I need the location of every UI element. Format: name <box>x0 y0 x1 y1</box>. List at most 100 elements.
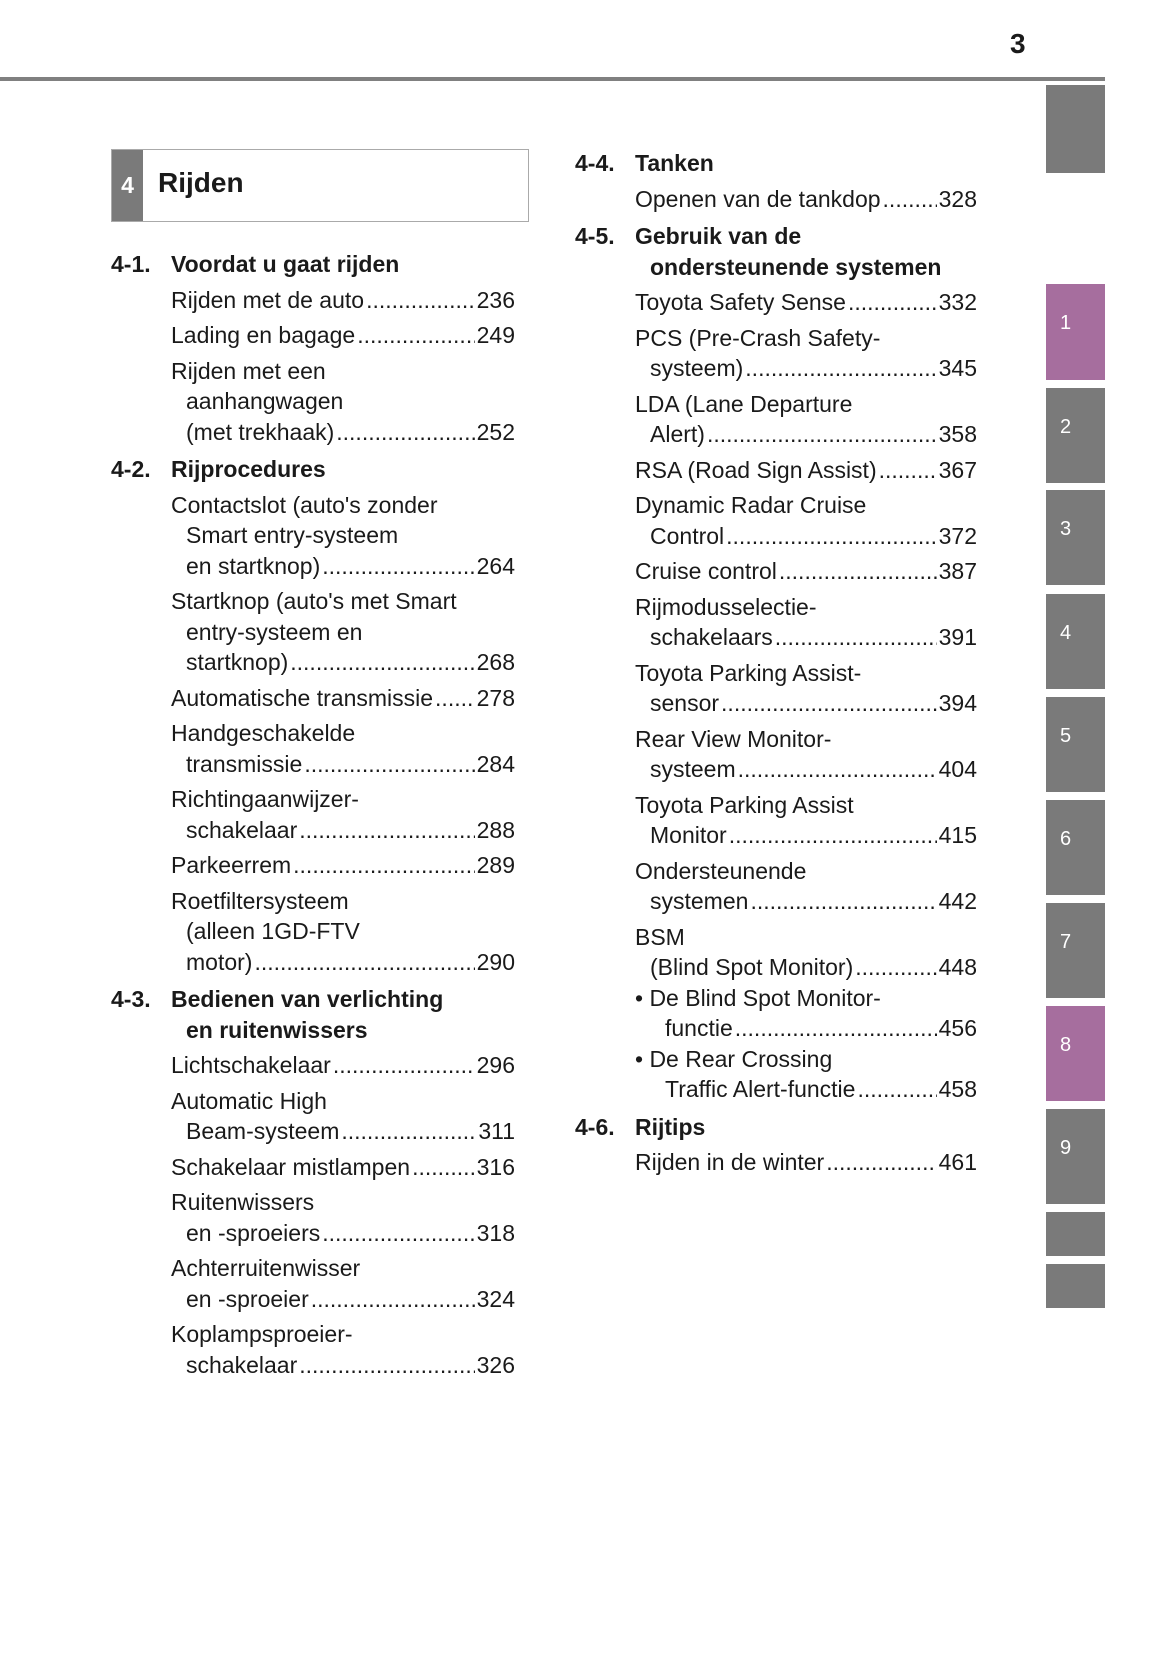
toc-entry[interactable]: Schakelaar mistlampen 316 <box>171 1147 515 1183</box>
section-heading[interactable]: 4-2. Rijprocedures <box>111 454 515 485</box>
toc-entry-text: Rear View Monitor- <box>635 725 832 752</box>
toc-entry[interactable]: Roetfiltersysteem (alleen 1GD-FTV motor) 29… <box>171 881 515 978</box>
toc-entry[interactable]: Rijden met een aanhangwagen (met trekhaak)… <box>171 351 515 448</box>
toc-page-number[interactable]: 318 <box>476 1219 515 1246</box>
section-tab[interactable] <box>1046 1264 1105 1308</box>
toc-page-number[interactable]: 290 <box>476 948 515 975</box>
toc-entry-text: Automatic High <box>171 1087 327 1114</box>
toc-entry-text: Toyota Parking Assist- <box>635 659 862 686</box>
chapter-tab-4[interactable]: 4 <box>1046 594 1105 689</box>
toc-entry-line: Startknop (auto's met Smart <box>171 586 515 617</box>
chapter-tab-7[interactable]: 7 <box>1046 903 1105 998</box>
toc-page-number[interactable]: 358 <box>938 421 977 447</box>
toc-entry[interactable]: LDA (Lane Departure Alert) 358 <box>635 384 977 450</box>
toc-entry[interactable]: Automatische transmissie 278 <box>171 678 515 714</box>
chapter-tab-9[interactable]: 9 <box>1046 1109 1105 1204</box>
toc-page-number[interactable]: 332 <box>938 289 977 315</box>
toc-column-right: 4-4. Tanken Openen van de tankdop 328 4-5. Ge… <box>575 141 977 1178</box>
section-heading[interactable]: 4-6. Rijtips <box>575 1112 977 1143</box>
toc-page-number[interactable]: 442 <box>938 888 977 914</box>
toc-entry[interactable]: Lichtschakelaar 296 <box>171 1045 515 1081</box>
toc-page-number[interactable]: 326 <box>476 1351 515 1378</box>
toc-entry[interactable]: Lading en bagage 249 <box>171 315 515 351</box>
toc-entry-line: schakelaar 288 <box>171 815 515 846</box>
toc-entry[interactable]: Dynamic Radar Cruise Control 372 <box>635 485 977 551</box>
toc-entry[interactable]: Toyota Parking Assist Monitor 415 <box>635 785 977 851</box>
section-tab[interactable] <box>1046 85 1105 173</box>
toc-entry[interactable]: Richtingaanwijzer-schakelaar 288 <box>171 779 515 845</box>
toc-page-number[interactable]: 458 <box>938 1076 977 1102</box>
toc-entry[interactable]: Handgeschakelde transmissie 284 <box>171 713 515 779</box>
toc-page-number[interactable]: 296 <box>476 1052 515 1078</box>
toc-entry[interactable]: Cruise control 387 <box>635 551 977 587</box>
toc-entry[interactable]: Rijden in de winter 461 <box>635 1142 977 1178</box>
toc-entry[interactable]: • De Blind Spot Monitor-functie 456 <box>635 983 977 1044</box>
toc-page-number[interactable]: 324 <box>476 1285 515 1312</box>
toc-entry[interactable]: Achterruitenwisser en -sproeier 324 <box>171 1248 515 1314</box>
toc-page-number[interactable]: 278 <box>476 684 515 711</box>
chapter-tab-6[interactable]: 6 <box>1046 800 1105 895</box>
toc-entry[interactable]: Startknop (auto's met Smart entry-systeem… <box>171 581 515 678</box>
toc-entry[interactable]: Parkeerrem 289 <box>171 845 515 881</box>
toc-entry[interactable]: RSA (Road Sign Assist) 367 <box>635 450 977 486</box>
section-heading[interactable]: 4-3. Bedienen van verlichting en ruitenwis… <box>111 984 515 1045</box>
toc-page-number[interactable]: 311 <box>478 1118 515 1144</box>
dot-leader <box>721 688 937 719</box>
toc-entry[interactable]: Koplampsproeier-schakelaar 326 <box>171 1314 515 1380</box>
toc-entry[interactable]: Openen van de tankdop 328 <box>635 179 977 215</box>
toc-entry-text: Startknop (auto's met Smart <box>171 588 457 614</box>
toc-page-number[interactable]: 236 <box>476 286 515 313</box>
toc-page-number[interactable]: 345 <box>938 355 977 381</box>
toc-page-number[interactable]: 461 <box>938 1149 977 1175</box>
dot-leader <box>735 1013 937 1044</box>
toc-entry[interactable]: Ruitenwissers en -sproeiers 318 <box>171 1182 515 1248</box>
toc-entry[interactable]: Toyota Parking Assist-sensor 394 <box>635 653 977 719</box>
section-heading[interactable]: 4-4. Tanken <box>575 148 977 179</box>
toc-page-number[interactable]: 372 <box>938 522 977 549</box>
chapter-tab-2[interactable]: 2 <box>1046 388 1105 483</box>
toc-entry[interactable]: Ondersteunende systemen 442 <box>635 851 977 917</box>
toc-page-number[interactable]: 456 <box>938 1015 977 1041</box>
toc-page-number[interactable]: 367 <box>938 456 977 483</box>
toc-page-number[interactable]: 264 <box>476 552 515 579</box>
toc-entry[interactable]: • De Rear Crossing Traffic Alert-functie 4… <box>635 1044 977 1105</box>
section-title-line: Voordat u gaat rijden <box>171 251 400 277</box>
toc-page-number[interactable]: 328 <box>938 185 977 212</box>
toc-entry[interactable]: Toyota Safety Sense 332 <box>635 282 977 318</box>
toc-entry-text: startknop) <box>186 649 289 675</box>
toc-entry-text: Traffic Alert-functie <box>665 1076 856 1102</box>
toc-entry[interactable]: Contactslot (auto's zonder Smart entry-sy… <box>171 485 515 582</box>
section-heading[interactable]: 4-5. Gebruik van de ondersteunende systeme… <box>575 221 977 282</box>
toc-page-number[interactable]: 391 <box>938 624 977 650</box>
toc-page-number[interactable]: 252 <box>476 418 515 445</box>
toc-entry-text: Schakelaar mistlampen <box>171 1153 411 1180</box>
section-heading[interactable]: 4-1. Voordat u gaat rijden <box>111 249 515 280</box>
toc-entry[interactable]: BSM (Blind Spot Monitor) 448 <box>635 917 977 983</box>
toc-page-number[interactable]: 289 <box>476 852 515 878</box>
toc-page-number[interactable]: 415 <box>938 822 977 848</box>
chapter-tab-3[interactable]: 3 <box>1046 490 1105 585</box>
section-number: 4-4. <box>575 150 615 176</box>
toc-page-number[interactable]: 394 <box>938 690 977 716</box>
toc-page-number[interactable]: 288 <box>476 816 515 843</box>
toc-page-number[interactable]: 316 <box>476 1153 515 1180</box>
dot-leader <box>311 1284 475 1315</box>
toc-entry[interactable]: PCS (Pre-Crash Safety-systeem) 345 <box>635 318 977 384</box>
toc-entry[interactable]: Rijmodusselectie-schakelaars 391 <box>635 587 977 653</box>
toc-entry[interactable]: Rijden met de auto 236 <box>171 280 515 316</box>
toc-page-number[interactable]: 284 <box>476 750 515 777</box>
toc-page-number[interactable]: 404 <box>938 756 977 782</box>
toc-page-number[interactable]: 249 <box>476 322 515 348</box>
chapter-tab-1[interactable]: 1 <box>1046 284 1105 380</box>
toc-page-number[interactable]: 387 <box>938 558 977 584</box>
dot-leader <box>879 455 937 486</box>
section-tab[interactable] <box>1046 1212 1105 1256</box>
chapter-tab-8[interactable]: 8 <box>1046 1006 1105 1101</box>
toc-entry[interactable]: Rear View Monitor-systeem 404 <box>635 719 977 785</box>
toc-entry-text: (met trekhaak) <box>186 418 335 445</box>
toc-entry[interactable]: Automatic High Beam-systeem 311 <box>171 1081 515 1147</box>
section-number: 4-3. <box>111 986 151 1012</box>
toc-page-number[interactable]: 268 <box>476 649 515 675</box>
chapter-tab-5[interactable]: 5 <box>1046 697 1105 792</box>
toc-page-number[interactable]: 448 <box>938 954 977 980</box>
